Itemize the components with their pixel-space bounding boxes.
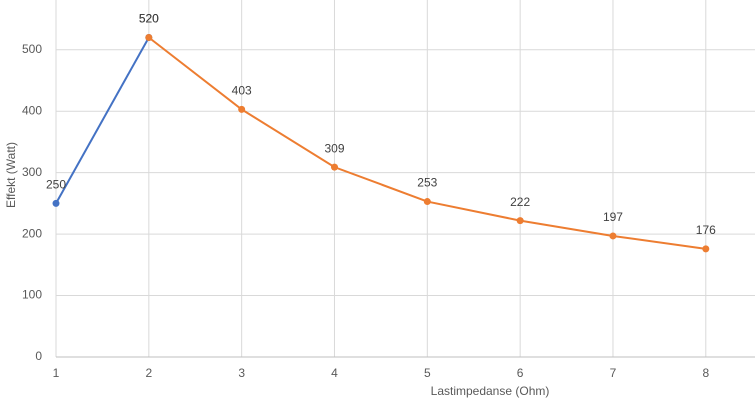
data-point <box>516 217 524 225</box>
x-tick-label: 1 <box>53 366 60 380</box>
data-label: 197 <box>603 210 623 224</box>
data-label: 250 <box>46 178 66 192</box>
y-tick-label: 400 <box>22 103 42 117</box>
series-line <box>55 36 150 204</box>
x-tick-label: 8 <box>702 366 709 380</box>
data-point <box>330 163 338 171</box>
x-tick-label: 6 <box>517 366 524 380</box>
data-label: 309 <box>324 141 344 155</box>
data-point <box>702 245 710 253</box>
y-tick-label: 100 <box>22 288 42 302</box>
x-tick-label: 2 <box>145 366 152 380</box>
data-label: 403 <box>232 84 252 98</box>
x-tick-label: 3 <box>238 366 245 380</box>
data-point <box>423 198 431 206</box>
x-axis-title: Lastimpedanse (Ohm) <box>431 384 550 398</box>
y-axis-title: Effekt (Watt) <box>4 142 18 208</box>
x-tick-label: 4 <box>331 366 338 380</box>
y-tick-label: 200 <box>22 226 42 240</box>
data-label: 520 <box>139 12 159 26</box>
y-tick-label: 0 <box>35 349 42 363</box>
data-label: 176 <box>696 223 716 237</box>
x-tick-label: 7 <box>610 366 617 380</box>
y-tick-label: 500 <box>22 42 42 56</box>
data-point <box>52 199 60 207</box>
y-tick-label: 300 <box>22 165 42 179</box>
x-tick-label: 5 <box>424 366 431 380</box>
data-label: 253 <box>417 176 437 190</box>
data-point <box>238 105 246 113</box>
data-point <box>609 232 617 240</box>
data-label: 520 <box>139 12 159 26</box>
data-label: 222 <box>510 195 530 209</box>
data-point <box>145 33 153 41</box>
